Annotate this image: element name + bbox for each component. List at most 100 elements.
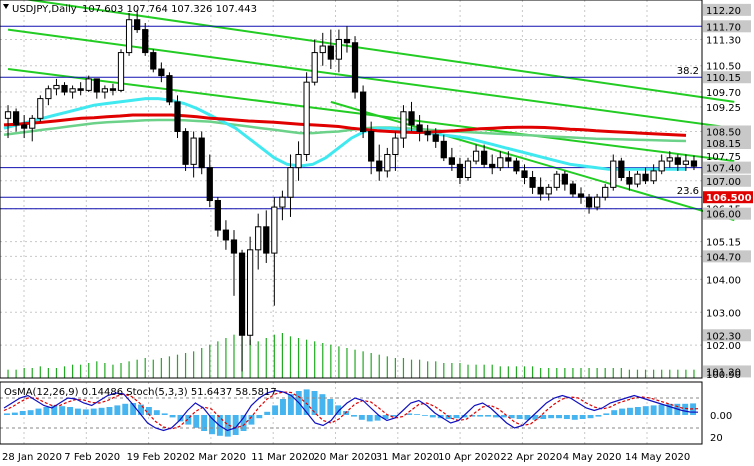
volume-bar (265, 338, 267, 378)
osma-bar (256, 415, 263, 419)
volume-bar (160, 358, 162, 378)
osma-bar (571, 415, 578, 420)
price-tick-label: 103.00 (706, 308, 741, 319)
price-label-bg (703, 207, 751, 220)
osma-bar (287, 394, 294, 415)
candle-body (29, 117, 36, 129)
volume-bar (322, 343, 324, 378)
volume-bar (249, 339, 251, 378)
candle-body (214, 200, 221, 231)
price-tick-label: 106.00 (706, 210, 741, 221)
osma-bar (43, 407, 50, 415)
osma-bar (280, 399, 286, 415)
volume-bar (661, 369, 663, 378)
candle-body (432, 134, 439, 142)
price-tick-label: 109.70 (706, 88, 741, 99)
volume-bar (418, 359, 421, 378)
price-tick-label: 102.30 (706, 331, 741, 342)
osma-bar (658, 404, 665, 415)
candle-body (198, 137, 205, 169)
candle-body (319, 45, 326, 54)
time-tick-label: 7 Feb 2020 (64, 452, 120, 463)
candle-body (85, 78, 92, 91)
osma-bar (595, 415, 602, 417)
osma-bar (201, 415, 208, 431)
candle-body (37, 98, 44, 119)
price-tick-label: 105.15 (706, 238, 741, 249)
osma-bar (59, 406, 66, 415)
volume-bar (451, 363, 453, 378)
osma-bar (122, 403, 129, 415)
osma-bar (540, 415, 547, 419)
candle-body (45, 88, 52, 100)
volume-bar (523, 366, 526, 378)
ema-mid-line (3, 118, 687, 143)
osma-bar (74, 408, 81, 415)
osma-bar (19, 411, 26, 415)
candle-body (182, 130, 189, 165)
osma-bar (469, 415, 476, 417)
moving-averages (3, 97, 687, 171)
candle-body (222, 229, 230, 241)
volume-bar (475, 364, 477, 378)
volume-bar (410, 359, 413, 378)
price-tick-label: 108.50 (706, 127, 741, 138)
time-tick-label: 2 Mar 2020 (189, 452, 246, 463)
volume-bar (394, 358, 396, 378)
osma-bar (232, 415, 239, 435)
candle-body (12, 111, 20, 126)
osma-bar (177, 415, 184, 422)
candle-body (166, 75, 173, 103)
osma-bar (642, 406, 649, 415)
osma-bar (130, 403, 137, 415)
volume-bar (7, 369, 9, 378)
indicator-legend: OsMA(12,26,9) 0.14486 Stoch(5,3,3) 51.64… (4, 387, 277, 398)
candle-body (247, 249, 254, 336)
osma-bar (311, 391, 318, 415)
candlesticks: 38.2 23.6 (4, 9, 699, 372)
candle-body (561, 173, 568, 185)
volume-bar (491, 364, 493, 378)
volume-bar (540, 368, 542, 378)
osma-bar (485, 415, 491, 417)
price-tick-label: 112.20 (706, 6, 741, 17)
candle-body (359, 91, 367, 132)
candle-body (101, 88, 108, 93)
volume-bar (128, 361, 130, 378)
candle-body (287, 167, 294, 198)
osma-bar (492, 415, 499, 418)
volume-bar (168, 356, 171, 378)
price-tick-label: 111.30 (706, 35, 741, 46)
ema-fast-line (3, 97, 686, 171)
price-label-bg (703, 125, 751, 138)
osma-bar (500, 415, 507, 418)
candle-body (134, 19, 141, 31)
volume-bar (596, 368, 598, 378)
osma-bar (27, 410, 34, 415)
volume-bar (483, 364, 485, 378)
price-label-bg (703, 365, 751, 378)
candle-body (150, 52, 157, 70)
candle-body (343, 38, 351, 44)
osma-bar (587, 415, 594, 419)
candle-body (93, 78, 100, 93)
price-label-bg (703, 20, 751, 33)
price-tick-label: 111.70 (706, 22, 741, 33)
volume-bar (507, 366, 509, 378)
time-tick-label: 28 Jan 2020 (2, 452, 62, 463)
osma-bar (414, 414, 421, 415)
candle-body (610, 160, 617, 188)
volume-bar (628, 369, 631, 378)
osma-bar (548, 415, 555, 419)
price-label-bg (703, 3, 751, 16)
current-price-label: 106.500 (706, 193, 752, 204)
volume-bar (612, 368, 614, 378)
volume-bar (209, 344, 211, 378)
volume-bar (273, 334, 275, 378)
candle-body (392, 137, 399, 155)
symbol-label: USDJPY,Daily (12, 4, 77, 15)
volume-bar (653, 369, 655, 378)
volume-bar (443, 363, 445, 378)
candle-body (400, 111, 407, 139)
